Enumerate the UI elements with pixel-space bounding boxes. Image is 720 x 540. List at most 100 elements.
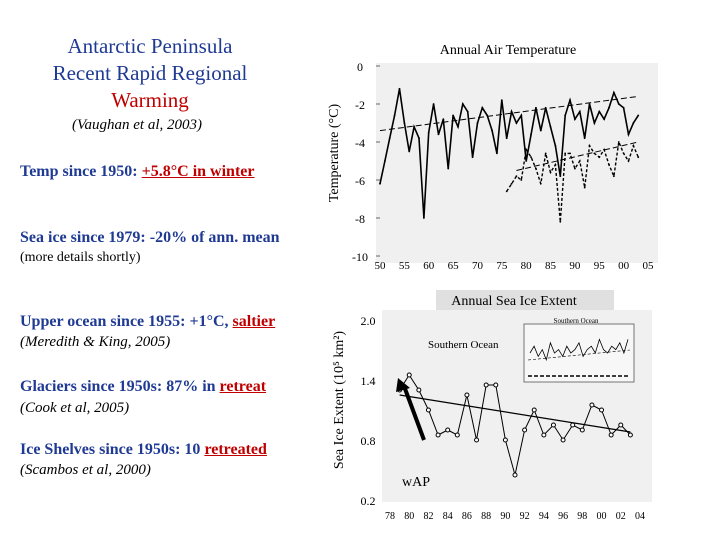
station-a-point — [525, 160, 528, 162]
station-a-point — [496, 152, 498, 155]
station-b-point — [554, 163, 557, 166]
sea-ice-ytick: 1.4 — [361, 374, 376, 388]
stat-temp: Temp since 1950: +5.8°C in winter — [20, 163, 254, 181]
air-temp-xtick: 05 — [643, 260, 655, 272]
station-a-point — [559, 175, 562, 178]
trend-b-line — [516, 141, 639, 171]
wap-point — [502, 437, 508, 443]
station-a-point — [608, 106, 610, 109]
title-line-1: Antarctic Peninsula — [67, 34, 233, 58]
sea-ice-xtick: 02 — [616, 511, 626, 522]
station-a-point — [452, 114, 454, 117]
station-a-point — [588, 103, 591, 105]
series-station-b-line — [506, 139, 639, 222]
wap-point — [483, 382, 489, 388]
stat-shelves-label: Ice Shelves since 1950s: 10 — [20, 441, 205, 458]
sea-ice-ylabel: Sea Ice Extent (10⁵ km²) — [332, 331, 347, 469]
wap-point — [550, 422, 556, 428]
air-temp-xtick: 55 — [399, 260, 411, 272]
wap-point — [416, 387, 422, 393]
station-a-point — [379, 182, 381, 185]
title-line-3: Warming — [111, 88, 189, 112]
station-a-point — [383, 160, 386, 162]
southern-ocean-inset-frame — [523, 323, 635, 383]
station-a-point — [457, 125, 459, 128]
wap-point — [425, 407, 431, 413]
sea-ice-xtick: 98 — [577, 511, 587, 522]
wap-trend-line — [399, 394, 631, 433]
wap-point — [627, 432, 633, 438]
southern-ocean-label: Southern Ocean — [428, 339, 499, 351]
station-a-point — [491, 129, 493, 132]
wap-pointer-arrow — [402, 385, 426, 441]
wap-point — [474, 437, 480, 443]
station-a-point — [427, 131, 430, 134]
wap-point — [464, 392, 470, 398]
air-temp-ytick: -8 — [355, 212, 365, 226]
sea-ice-xtick: 86 — [462, 511, 472, 522]
sea-ice-ytick: 0.2 — [361, 494, 376, 508]
station-a-point — [461, 103, 464, 105]
station-a-point — [520, 114, 523, 117]
station-a-point — [432, 103, 435, 105]
station-b-point — [598, 156, 601, 159]
sea-ice-xtick: 78 — [385, 511, 395, 522]
station-a-point — [617, 103, 620, 105]
wap-point — [493, 382, 499, 388]
station-a-point — [530, 133, 532, 136]
station-a-point — [578, 110, 581, 113]
wap-point — [599, 407, 605, 413]
station-b-point — [525, 148, 528, 151]
sea-ice-xtick: 90 — [500, 511, 510, 522]
station-a-point — [515, 122, 518, 124]
station-b-point — [530, 156, 532, 159]
station-a-point — [510, 110, 513, 113]
citation-cook: (Cook et al, 2005) — [20, 400, 130, 416]
sea-ice-xtick: 88 — [481, 511, 491, 522]
wap-point — [541, 432, 547, 438]
wap-point — [454, 432, 460, 438]
air-temp-xtick: 65 — [448, 260, 460, 272]
station-a-point — [442, 118, 445, 121]
station-a-point — [403, 122, 406, 124]
station-a-point — [564, 114, 567, 117]
station-b-point — [535, 167, 537, 170]
wap-point — [406, 372, 412, 378]
station-a-point — [637, 114, 640, 117]
air-temp-xtick: 95 — [594, 260, 606, 272]
wap-point — [522, 427, 528, 433]
station-a-point — [437, 133, 440, 136]
sea-ice-xtick: 94 — [539, 511, 549, 522]
wap-point — [560, 437, 566, 443]
station-a-point — [622, 106, 625, 109]
wap-point — [608, 432, 614, 438]
station-a-point — [505, 137, 508, 140]
wap-point — [618, 422, 624, 428]
stat-ice-shelves: Ice Shelves since 1950s: 10 retreated — [20, 441, 267, 459]
wap-annotation: wAP — [402, 475, 430, 490]
stat-sea-ice: Sea ice since 1979: -20% of ann. mean — [20, 229, 280, 246]
station-a-point — [481, 106, 484, 109]
stat-ocean-highlight: saltier — [232, 313, 276, 330]
station-b-point — [637, 156, 640, 159]
station-b-point — [544, 152, 547, 155]
station-a-point — [393, 114, 396, 117]
station-a-point — [574, 118, 576, 121]
station-a-point — [466, 110, 469, 113]
stat-glaciers-highlight: retreat — [219, 378, 267, 395]
stat-ocean-label: Upper ocean since 1955: +1°C, — [20, 313, 233, 330]
station-a-point — [471, 156, 474, 159]
air-temp-ytick: 0 — [357, 60, 363, 74]
sea-ice-xtick: 92 — [520, 511, 530, 522]
air-temp-ytick: -6 — [355, 174, 365, 188]
sea-ice-xtick: 00 — [597, 511, 607, 522]
station-b-point — [564, 152, 567, 155]
station-a-point — [593, 122, 596, 124]
citation-vaughan: (Vaughan et al, 2003) — [72, 117, 202, 133]
stat-temp-highlight: +5.8°C in winter — [141, 163, 255, 180]
station-b-point — [588, 144, 591, 147]
station-a-point — [598, 110, 601, 113]
title-line-2: Recent Rapid Regional — [52, 61, 248, 85]
wap-point — [435, 432, 441, 438]
air-temp-xtick: 75 — [496, 260, 508, 272]
